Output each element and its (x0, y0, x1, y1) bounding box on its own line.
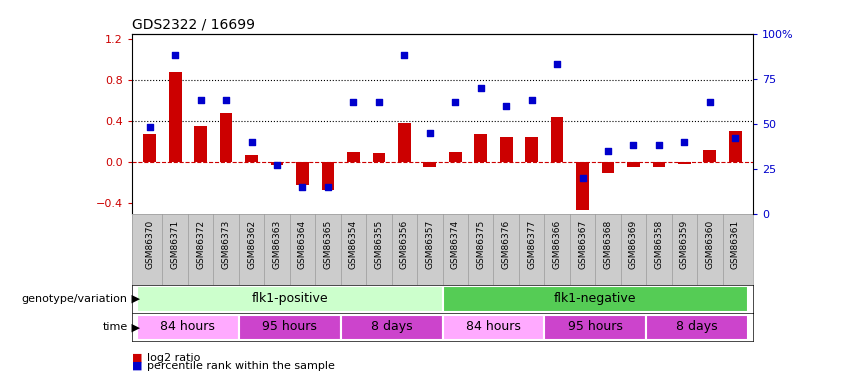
Bar (448, 152, 461, 162)
Bar (443, 315, 545, 340)
Text: flk1-negative: flk1-negative (554, 292, 637, 305)
Point (295, 184, 309, 190)
Text: 84 hours: 84 hours (466, 320, 521, 333)
Text: flk1-positive: flk1-positive (251, 292, 328, 305)
Text: GSM86366: GSM86366 (552, 219, 562, 269)
Text: GSM86367: GSM86367 (578, 219, 587, 269)
Text: ■: ■ (132, 353, 142, 363)
Bar (168, 72, 181, 162)
Text: GSM86369: GSM86369 (629, 219, 638, 269)
Bar (704, 150, 717, 162)
Text: 8 days: 8 days (371, 320, 413, 333)
Point (271, 162, 284, 168)
Bar (627, 162, 640, 168)
Text: 95 hours: 95 hours (262, 320, 317, 333)
Text: GSM86375: GSM86375 (477, 219, 485, 269)
Bar (500, 136, 512, 162)
Point (397, 53, 411, 58)
Text: GSM86360: GSM86360 (705, 219, 714, 269)
Text: GSM86365: GSM86365 (323, 219, 333, 269)
Point (245, 139, 259, 145)
Text: 84 hours: 84 hours (161, 320, 215, 333)
Text: GSM86357: GSM86357 (426, 219, 434, 269)
Text: GSM86372: GSM86372 (196, 219, 205, 268)
Point (601, 148, 614, 154)
Text: GSM86356: GSM86356 (400, 219, 408, 269)
Text: GDS2322 / 16699: GDS2322 / 16699 (132, 17, 255, 31)
Text: GSM86370: GSM86370 (146, 219, 154, 269)
Point (626, 142, 640, 148)
Bar (678, 162, 691, 164)
Text: GSM86363: GSM86363 (272, 219, 282, 269)
Point (220, 98, 233, 104)
Bar (373, 153, 386, 162)
Text: GSM86354: GSM86354 (349, 219, 358, 268)
Text: time: time (102, 322, 128, 332)
Text: ▶: ▶ (128, 294, 140, 304)
Bar (653, 162, 665, 168)
Text: GSM86374: GSM86374 (451, 219, 460, 268)
Text: GSM86377: GSM86377 (527, 219, 536, 269)
Bar (143, 134, 156, 162)
Text: GSM86368: GSM86368 (603, 219, 613, 269)
Point (551, 62, 564, 68)
Point (423, 130, 437, 136)
Bar (245, 155, 258, 162)
Bar (239, 315, 340, 340)
Point (677, 139, 691, 145)
Text: ■: ■ (132, 361, 142, 370)
Point (448, 99, 462, 105)
Point (194, 98, 208, 104)
Text: GSM86358: GSM86358 (654, 219, 664, 269)
Bar (602, 162, 614, 172)
Text: genotype/variation: genotype/variation (21, 294, 128, 304)
Bar (271, 162, 283, 165)
Point (652, 142, 665, 148)
Point (372, 99, 386, 105)
Text: GSM86359: GSM86359 (680, 219, 689, 269)
Bar (545, 315, 646, 340)
Point (728, 135, 742, 141)
Bar (194, 126, 207, 162)
Point (525, 98, 539, 104)
Point (703, 99, 717, 105)
Point (143, 124, 157, 130)
Bar (137, 286, 443, 312)
Text: 8 days: 8 days (677, 320, 718, 333)
Point (168, 53, 182, 58)
Text: GSM86371: GSM86371 (171, 219, 180, 269)
Bar (347, 152, 360, 162)
Text: ▶: ▶ (128, 322, 140, 332)
Bar (576, 162, 589, 210)
Bar (398, 123, 411, 162)
Bar (296, 162, 309, 185)
Bar (137, 315, 239, 340)
Text: log2 ratio: log2 ratio (147, 353, 201, 363)
Text: GSM86373: GSM86373 (221, 219, 231, 269)
Text: percentile rank within the sample: percentile rank within the sample (147, 361, 335, 370)
Bar (474, 134, 487, 162)
Text: GSM86364: GSM86364 (298, 219, 307, 268)
Point (474, 85, 488, 91)
Text: 95 hours: 95 hours (568, 320, 623, 333)
Bar (424, 162, 437, 168)
Text: GSM86355: GSM86355 (374, 219, 383, 269)
Text: GSM86361: GSM86361 (731, 219, 740, 269)
Point (576, 175, 590, 181)
Bar (525, 136, 538, 162)
Bar (646, 315, 748, 340)
Bar (551, 117, 563, 162)
Point (321, 184, 334, 190)
Text: GSM86362: GSM86362 (247, 219, 256, 268)
Bar (340, 315, 443, 340)
Bar (322, 162, 334, 190)
Text: GSM86376: GSM86376 (502, 219, 511, 269)
Bar (220, 113, 232, 162)
Point (346, 99, 360, 105)
Bar (443, 286, 748, 312)
Bar (729, 132, 742, 162)
Point (500, 103, 513, 109)
